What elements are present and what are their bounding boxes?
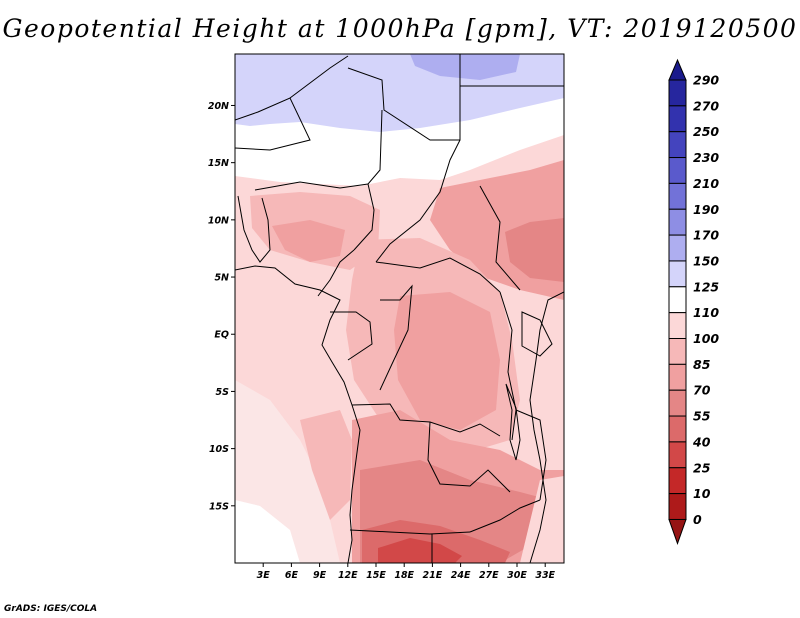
y-axis: 20N 15N 10N 5N EQ 5S 10S 15S: [208, 101, 235, 512]
map-layer: [235, 54, 564, 563]
colorbar-label: 190: [693, 202, 719, 217]
colorbar-label: 0: [693, 512, 702, 527]
colorbar-swatch: [668, 157, 687, 184]
colorbar-swatch: [668, 338, 687, 365]
x-axis: 3E 6E 9E 12E 15E 18E 21E 24E 27E 30E 33E: [257, 563, 556, 581]
border-sudan-ethiopia: [479, 185, 521, 291]
colorbar-swatch: [668, 286, 687, 314]
x-tick-label: 6E: [285, 570, 299, 581]
y-tick-label: 10S: [209, 444, 229, 455]
border-algeria-niger: [289, 55, 349, 99]
colorbar-label: 85: [693, 357, 711, 372]
colorbar-label: 100: [693, 331, 719, 346]
border-nigeria-cameroon: [317, 249, 355, 297]
colorbar-label: 40: [692, 434, 711, 449]
region-east-deep: [505, 218, 564, 282]
colorbar-swatch: [668, 182, 687, 210]
colorbar-swatch: [668, 131, 687, 159]
borders-layer: [235, 54, 564, 563]
region-west-deep: [272, 220, 345, 262]
coastline-west-africa: [235, 265, 361, 563]
region-southern-core: [378, 538, 462, 563]
colorbar-swatch: [668, 467, 687, 495]
x-tick-label: 12E: [338, 570, 358, 581]
x-tick-label: 9E: [313, 570, 327, 581]
border-drc-congo: [379, 284, 413, 391]
colorbar-label: 10: [693, 486, 711, 501]
colorbar-swatch: [668, 415, 687, 443]
colorbar: 2902702502302101901701501251101008570554…: [668, 58, 719, 545]
colorbar-label: 55: [693, 409, 711, 424]
border-libya-chad: [347, 54, 461, 141]
colorbar-label: 25: [693, 460, 711, 475]
colorbar-swatch: [668, 363, 687, 391]
x-tick-label: 3E: [257, 570, 271, 581]
border-zambia-zimbabwe: [469, 499, 541, 533]
colorbar-swatch: [668, 234, 687, 262]
colorbar-label: 290: [693, 73, 719, 88]
x-tick-label: 24E: [451, 570, 471, 581]
x-tick-label: 33E: [535, 570, 555, 581]
border-mali-niger: [235, 97, 311, 151]
colorbar-bottom-arrow: [668, 518, 687, 545]
map-frame: [234, 53, 565, 564]
border-west-coast-states: [237, 195, 271, 263]
x-tick-label: 18E: [394, 570, 414, 581]
credit-label: GrADS: IGES/COLA: [4, 604, 98, 614]
colorbar-label: 250: [693, 124, 719, 139]
colorbar-label: 270: [693, 98, 719, 113]
border-niger-chad: [353, 109, 383, 251]
colorbar-label: 170: [693, 228, 719, 243]
x-tick-label: 21E: [423, 570, 443, 581]
y-tick-label: 5N: [214, 273, 229, 284]
border-niger-nigeria: [254, 181, 369, 191]
colorbar-swatch: [668, 312, 687, 339]
x-tick-label: 15E: [366, 570, 386, 581]
region-lower-left-pink: [300, 410, 352, 520]
y-tick-label: 20N: [208, 101, 229, 112]
colorbar-label: 110: [693, 305, 719, 320]
region-congo-core: [394, 292, 500, 430]
colorbar-swatch: [668, 208, 687, 236]
y-tick-label: 10N: [208, 215, 229, 226]
x-tick-label: 27E: [479, 570, 499, 581]
colorbar-label: 230: [693, 150, 719, 165]
y-tick-label: 15N: [208, 158, 229, 169]
y-tick-label: 5S: [216, 387, 230, 398]
border-gabon: [330, 311, 373, 361]
y-tick-label: 15S: [209, 501, 229, 512]
colorbar-swatch: [668, 493, 687, 520]
colorbar-label: 125: [693, 279, 719, 294]
y-tick-label: EQ: [214, 330, 229, 341]
colorbar-swatch: [668, 389, 687, 417]
lake-tanganyika: [505, 383, 521, 461]
colorbar-swatch: [668, 105, 687, 133]
chart-title: Geopotential Height at 1000hPa [gpm], VT…: [2, 14, 798, 43]
colorbar-swatch: [668, 260, 687, 288]
colorbar-top-arrow: [668, 58, 687, 81]
colorbar-swatch: [668, 79, 687, 107]
border-drc-east: [499, 291, 517, 441]
border-chad-sudan: [375, 139, 461, 263]
region-southwest-white: [235, 500, 300, 563]
x-tick-label: 30E: [507, 570, 527, 581]
lake-victoria: [521, 311, 553, 357]
colorbar-swatch: [668, 441, 687, 469]
region-deep-blue: [410, 54, 520, 80]
border-angola-zambia: [427, 421, 511, 493]
border-car-drc: [375, 257, 501, 293]
colorbar-label: 210: [693, 176, 719, 191]
coastline-east-africa: [529, 291, 564, 563]
colorbar-label: 150: [693, 253, 719, 268]
border-tanzania: [515, 409, 547, 501]
border-angola-namibia: [349, 529, 471, 535]
colorbar-label: 70: [693, 383, 711, 398]
